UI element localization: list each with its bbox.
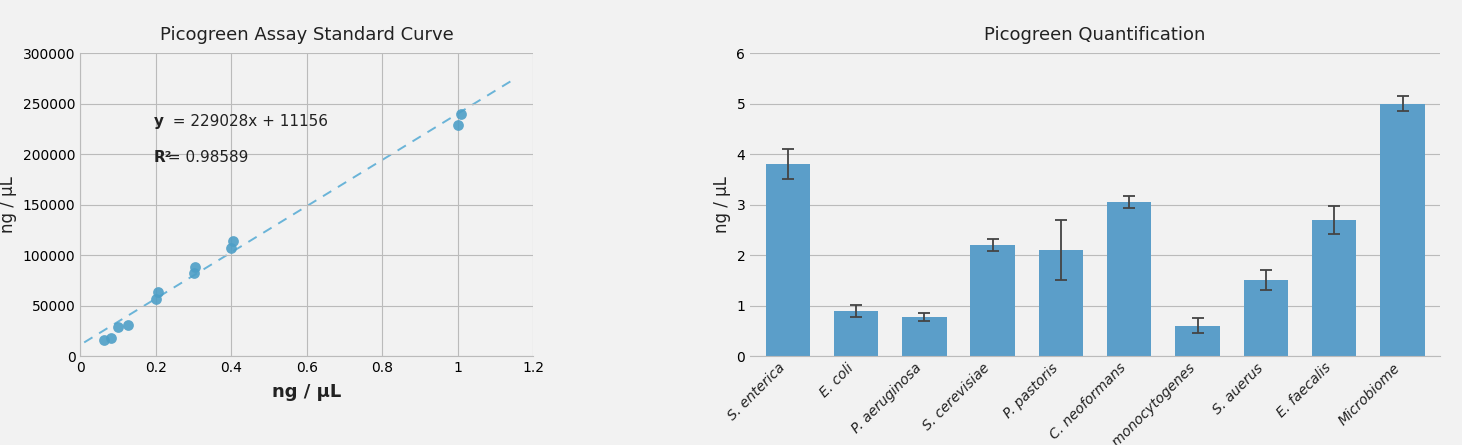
X-axis label: ng / μL: ng / μL	[272, 383, 342, 401]
Point	[99, 335, 123, 342]
Point	[222, 238, 246, 245]
Point	[146, 289, 170, 296]
Text: y: y	[154, 114, 164, 129]
Bar	[902, 317, 946, 356]
Text: = 0.98589: = 0.98589	[164, 150, 249, 165]
Y-axis label: ng / μL: ng / μL	[0, 176, 18, 233]
Bar	[971, 245, 1015, 356]
Bar	[1039, 250, 1083, 356]
Text: = 229028x + 11156: = 229028x + 11156	[164, 114, 329, 129]
Point	[145, 295, 168, 302]
Point	[181, 270, 205, 277]
Text: R²: R²	[154, 150, 173, 165]
Point	[92, 336, 115, 344]
Point	[184, 264, 208, 271]
Bar	[766, 164, 810, 356]
Title: Picogreen Quantification: Picogreen Quantification	[984, 25, 1206, 44]
Bar	[1380, 104, 1424, 356]
Bar	[833, 311, 879, 356]
Point	[107, 323, 130, 330]
Bar	[1175, 326, 1219, 356]
Point	[450, 110, 474, 117]
Title: Picogreen Assay Standard Curve: Picogreen Assay Standard Curve	[159, 25, 453, 44]
Bar	[1244, 280, 1288, 356]
Point	[219, 244, 243, 251]
Point	[115, 321, 139, 328]
Point	[446, 121, 469, 129]
Bar	[1311, 220, 1357, 356]
Bar	[1107, 202, 1152, 356]
Y-axis label: ng / μL: ng / μL	[713, 176, 731, 233]
